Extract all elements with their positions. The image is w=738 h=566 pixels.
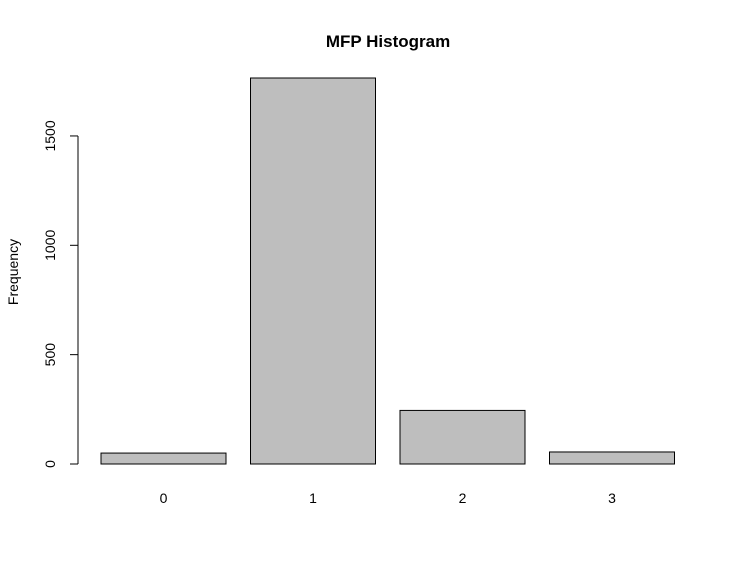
y-tick-label: 1500: [42, 120, 58, 151]
y-axis: 0 500 1000 1500: [42, 120, 79, 468]
x-tick-label: 0: [160, 490, 168, 506]
bar-2: [399, 409, 526, 465]
x-tick-label: 2: [459, 490, 467, 506]
bar-0: [100, 452, 227, 465]
x-tick-labels: 0 1 2 3: [160, 490, 617, 506]
y-tick-label: 500: [42, 343, 58, 367]
y-tick-label: 1000: [42, 230, 58, 261]
bars: [100, 77, 675, 465]
x-tick-label: 1: [309, 490, 317, 506]
chart-title: MFP Histogram: [326, 32, 450, 51]
y-tick-label: 0: [42, 460, 58, 468]
x-tick-label: 3: [608, 490, 616, 506]
bar-3: [549, 451, 675, 465]
bar-1: [250, 77, 376, 465]
y-axis-label: Frequency: [5, 239, 21, 305]
